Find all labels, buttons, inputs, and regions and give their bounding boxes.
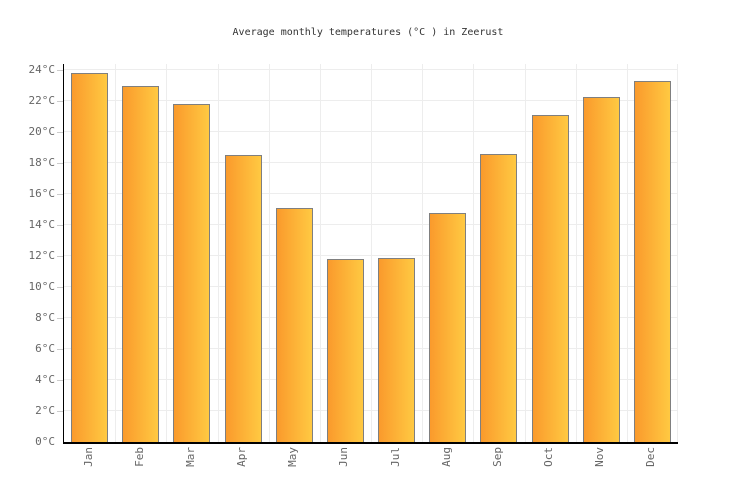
x-axis-label: Nov bbox=[593, 447, 607, 467]
gridline-vertical bbox=[524, 64, 526, 442]
y-axis-tick bbox=[57, 101, 63, 103]
plot-area bbox=[63, 64, 678, 444]
x-axis-label: Apr bbox=[235, 447, 249, 467]
y-axis-label: 4°C bbox=[35, 373, 55, 387]
bar-aug bbox=[429, 212, 467, 442]
y-axis-label: 12°C bbox=[28, 249, 56, 263]
y-axis-label: 10°C bbox=[28, 280, 56, 294]
gridline-vertical bbox=[319, 64, 321, 442]
y-axis-tick bbox=[57, 256, 63, 258]
y-axis-tick bbox=[57, 318, 63, 320]
x-axis-label: Mar bbox=[183, 447, 197, 467]
bar-jul bbox=[378, 257, 416, 442]
bar-apr bbox=[224, 155, 262, 442]
y-axis-tick bbox=[57, 349, 63, 351]
bar-may bbox=[275, 208, 313, 442]
gridline-vertical bbox=[268, 64, 270, 442]
y-axis-tick bbox=[57, 132, 63, 134]
gridline-vertical bbox=[626, 64, 628, 442]
bar-jan bbox=[71, 73, 109, 442]
chart-title: Average monthly temperatures (°C ) in Ze… bbox=[232, 27, 504, 38]
y-axis-tick bbox=[57, 70, 63, 72]
x-axis-label: Sep bbox=[490, 447, 504, 467]
gridline-vertical bbox=[473, 64, 475, 442]
y-axis-tick bbox=[57, 163, 63, 165]
x-axis-label: Jun bbox=[337, 447, 351, 467]
x-axis-label: Aug bbox=[439, 447, 453, 467]
x-axis-label: May bbox=[286, 447, 300, 467]
bar-sep bbox=[480, 153, 518, 442]
x-axis-label: Jul bbox=[388, 447, 402, 467]
y-axis-tick bbox=[57, 225, 63, 227]
y-axis-tick bbox=[57, 411, 63, 413]
y-axis-label: 14°C bbox=[28, 218, 56, 232]
y-axis-tick bbox=[57, 194, 63, 196]
y-axis-tick bbox=[57, 380, 63, 382]
gridline-vertical bbox=[575, 64, 577, 442]
x-axis-label: Feb bbox=[132, 447, 146, 467]
gridline-vertical bbox=[115, 64, 117, 442]
y-axis-tick bbox=[57, 287, 63, 289]
y-axis-label: 2°C bbox=[35, 404, 55, 418]
gridline-vertical bbox=[371, 64, 372, 442]
y-axis-label: 6°C bbox=[35, 342, 55, 356]
bar-nov bbox=[582, 96, 620, 442]
bar-oct bbox=[531, 115, 569, 442]
x-axis-label: Oct bbox=[542, 447, 556, 467]
y-axis-label: 18°C bbox=[28, 156, 56, 170]
y-axis-label: 20°C bbox=[28, 125, 56, 139]
bar-feb bbox=[122, 85, 160, 442]
bar-jun bbox=[326, 259, 364, 442]
x-axis-label: Dec bbox=[644, 447, 658, 467]
y-axis-label: 22°C bbox=[28, 94, 56, 108]
bar-mar bbox=[173, 104, 211, 442]
y-axis-label: 16°C bbox=[28, 187, 56, 201]
y-axis-label: 8°C bbox=[35, 311, 55, 325]
x-axis-label: Jan bbox=[81, 447, 95, 467]
gridline-vertical bbox=[166, 64, 168, 442]
gridline-vertical bbox=[217, 64, 219, 442]
bar-dec bbox=[633, 81, 671, 442]
y-axis-label: 24°C bbox=[28, 63, 56, 77]
gridline-vertical bbox=[677, 64, 678, 442]
gridline-vertical bbox=[422, 64, 424, 442]
y-axis-label: 0°C bbox=[35, 435, 55, 448]
